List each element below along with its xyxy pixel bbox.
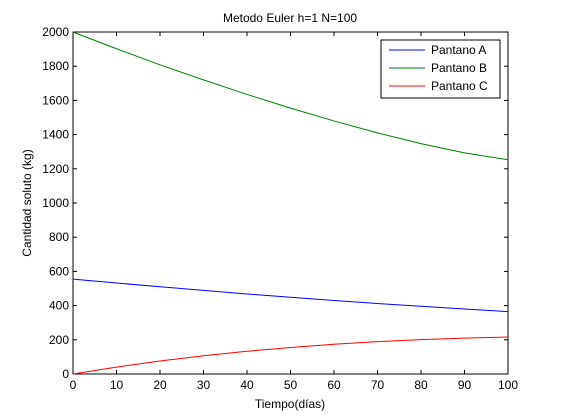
x-tick-label: 70 bbox=[371, 378, 385, 392]
y-tick-label: 1400 bbox=[42, 128, 69, 142]
legend: Pantano A Pantano B Pantano C bbox=[380, 39, 501, 99]
y-tick-label: 1000 bbox=[42, 196, 69, 210]
series-line-pantano-c bbox=[72, 336, 509, 375]
x-tick-label: 50 bbox=[284, 378, 298, 392]
y-tick-label: 200 bbox=[49, 333, 69, 347]
y-tick-label: 1800 bbox=[42, 59, 69, 73]
legend-label-pantano-c: Pantano C bbox=[431, 79, 488, 93]
series-line-pantano-a bbox=[72, 278, 509, 313]
x-tick-label: 90 bbox=[458, 378, 472, 392]
y-tick-label: 2000 bbox=[42, 25, 69, 39]
x-tick-label: 0 bbox=[70, 378, 77, 392]
x-tick-label: 20 bbox=[153, 378, 167, 392]
x-tick-label: 10 bbox=[110, 378, 124, 392]
x-axis-label: Tiempo(días) bbox=[255, 397, 325, 411]
y-tick-label: 400 bbox=[49, 299, 69, 313]
y-tick-label: 1200 bbox=[42, 162, 69, 176]
legend-box bbox=[380, 39, 501, 99]
y-tick-label: 0 bbox=[62, 367, 69, 381]
series-line-pantano-b bbox=[72, 31, 509, 161]
y-tick-label: 1600 bbox=[42, 93, 69, 107]
y-axis-ticks: 0 200 400 600 800 1000 1200 1400 1600 1800 2000 bbox=[42, 25, 508, 381]
y-axis-label: Cantidad soluto (kg) bbox=[20, 149, 34, 256]
x-tick-label: 100 bbox=[498, 378, 518, 392]
x-tick-label: 30 bbox=[197, 378, 211, 392]
y-tick-label: 600 bbox=[49, 264, 69, 278]
y-tick-label: 800 bbox=[49, 230, 69, 244]
chart-title: Metodo Euler h=1 N=100 bbox=[223, 11, 357, 25]
series-lines bbox=[72, 31, 509, 375]
x-axis-ticks: 0 10 20 30 40 50 60 70 80 90 100 bbox=[70, 32, 518, 392]
legend-label-pantano-b: Pantano B bbox=[431, 61, 487, 75]
x-tick-label: 80 bbox=[414, 378, 428, 392]
legend-label-pantano-a: Pantano A bbox=[431, 43, 486, 57]
x-tick-label: 40 bbox=[240, 378, 254, 392]
x-tick-label: 60 bbox=[327, 378, 341, 392]
